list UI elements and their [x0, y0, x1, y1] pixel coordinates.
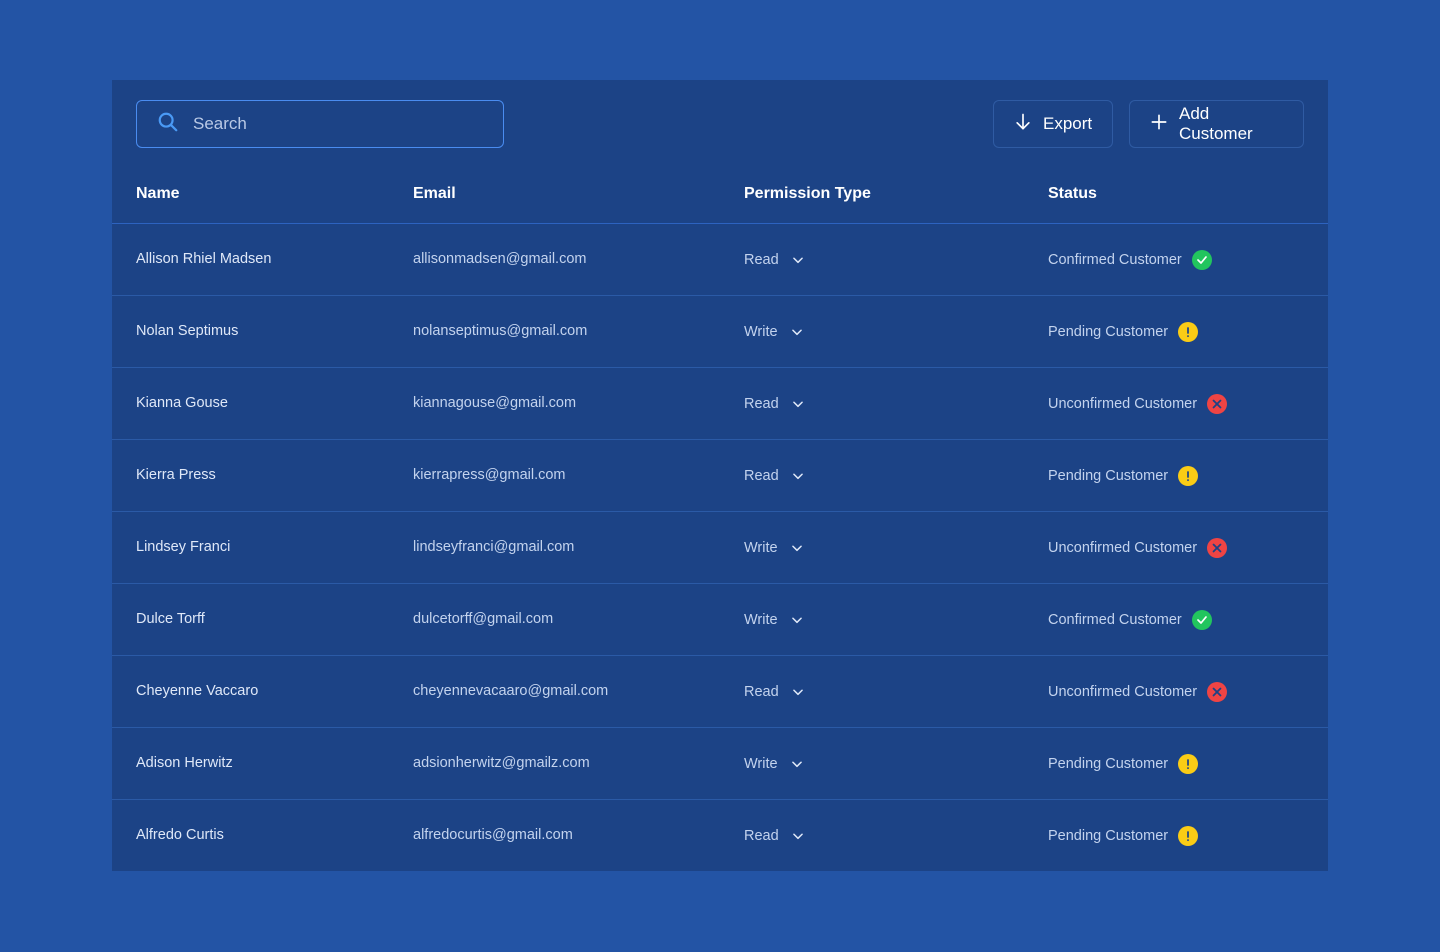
x-circle-icon: [1207, 394, 1228, 414]
status-badge: Unconfirmed Customer: [1048, 536, 1228, 560]
chevron-down-icon: [791, 469, 805, 483]
export-label: Export: [1043, 114, 1093, 133]
x-circle-icon: [1207, 682, 1228, 702]
permission-type-dropdown[interactable]: Read: [744, 823, 805, 849]
search-icon: [157, 111, 179, 138]
table-header: Name Email Permission Type Status: [112, 168, 1328, 224]
table-row[interactable]: Adison Herwitz adsionherwitz@gmailz.com Wr…: [112, 728, 1328, 800]
permission-type-dropdown[interactable]: Write: [744, 535, 804, 561]
warning-circle-icon: [1178, 322, 1199, 342]
table-row[interactable]: Kianna Gouse kiannagouse@gmail.com Read Unc…: [112, 368, 1328, 440]
search-placeholder: Search: [193, 114, 247, 133]
status-text: Pending Customer: [1048, 828, 1169, 844]
permission-type-dropdown[interactable]: Write: [744, 607, 804, 633]
permission-type-value: Read: [744, 252, 779, 268]
customer-email: lindseyfranci@gmail.com: [413, 539, 575, 555]
customer-name: Lindsey Franci: [136, 539, 231, 555]
column-header-permission-type[interactable]: Permission Type: [744, 185, 871, 202]
table-row[interactable]: Lindsey Franci lindseyfranci@gmail.com Wri…: [112, 512, 1328, 584]
status-text: Unconfirmed Customer: [1048, 540, 1198, 556]
permission-type-value: Write: [744, 540, 778, 556]
column-header-status[interactable]: Status: [1048, 185, 1097, 202]
chevron-down-icon: [791, 829, 805, 843]
customer-email: kiannagouse@gmail.com: [413, 395, 577, 411]
add-customer-button[interactable]: Add Customer: [1129, 100, 1304, 148]
status-badge: Confirmed Customer: [1048, 248, 1212, 272]
add-customer-label: Add Customer: [1179, 104, 1253, 143]
permission-type-dropdown[interactable]: Read: [744, 463, 805, 489]
x-circle-icon: [1207, 538, 1228, 558]
status-text: Confirmed Customer: [1048, 612, 1182, 628]
customer-name: Allison Rhiel Madsen: [136, 251, 272, 267]
status-text: Pending Customer: [1048, 468, 1169, 484]
warning-circle-icon: [1178, 826, 1199, 846]
column-header-email[interactable]: Email: [413, 185, 456, 202]
status-text: Confirmed Customer: [1048, 252, 1182, 268]
permission-type-dropdown[interactable]: Write: [744, 751, 804, 777]
status-badge: Pending Customer: [1048, 320, 1199, 344]
table-row[interactable]: Kierra Press kierrapress@gmail.com Read Pen…: [112, 440, 1328, 512]
status-text: Pending Customer: [1048, 756, 1169, 772]
warning-circle-icon: [1178, 466, 1199, 486]
warning-circle-icon: [1178, 754, 1199, 774]
status-text: Pending Customer: [1048, 324, 1169, 340]
permission-type-dropdown[interactable]: Read: [744, 247, 805, 273]
customer-name: Kierra Press: [136, 467, 216, 483]
status-text: Unconfirmed Customer: [1048, 396, 1198, 412]
column-header-name[interactable]: Name: [136, 185, 180, 202]
chevron-down-icon: [790, 325, 804, 339]
chevron-down-icon: [790, 757, 804, 771]
customer-email: allisonmadsen@gmail.com: [413, 251, 587, 267]
status-badge: Unconfirmed Customer: [1048, 680, 1228, 704]
customer-email: cheyennevacaaro@gmail.com: [413, 683, 609, 699]
permission-type-dropdown[interactable]: Write: [744, 319, 804, 345]
customer-name: Adison Herwitz: [136, 755, 233, 771]
customer-name: Dulce Torff: [136, 611, 205, 627]
permission-type-value: Read: [744, 468, 779, 484]
table-body: Allison Rhiel Madsen allisonmadsen@gmail.…: [112, 224, 1328, 872]
chevron-down-icon: [791, 397, 805, 411]
status-text: Unconfirmed Customer: [1048, 684, 1198, 700]
customer-name: Cheyenne Vaccaro: [136, 683, 259, 699]
customer-name: Alfredo Curtis: [136, 827, 224, 843]
chevron-down-icon: [790, 541, 804, 555]
permission-type-value: Write: [744, 612, 778, 628]
table-row[interactable]: Dulce Torff dulcetorff@gmail.com Write Conf…: [112, 584, 1328, 656]
customer-email: alfredocurtis@gmail.com: [413, 827, 573, 843]
customer-name: Nolan Septimus: [136, 323, 239, 339]
status-badge: Pending Customer: [1048, 464, 1199, 488]
status-badge: Confirmed Customer: [1048, 608, 1212, 632]
chevron-down-icon: [791, 685, 805, 699]
customer-email: kierrapress@gmail.com: [413, 467, 566, 483]
customer-name: Kianna Gouse: [136, 395, 228, 411]
customer-email: nolanseptimus@gmail.com: [413, 323, 588, 339]
table-row[interactable]: Alfredo Curtis alfredocurtis@gmail.com Rea…: [112, 800, 1328, 872]
search-input[interactable]: Search: [136, 100, 504, 148]
permission-type-dropdown[interactable]: Read: [744, 679, 805, 705]
check-circle-icon: [1191, 610, 1212, 630]
arrow-down-icon: [1013, 112, 1043, 137]
permission-type-dropdown[interactable]: Read: [744, 391, 805, 417]
permission-type-value: Write: [744, 756, 778, 772]
export-button[interactable]: Export: [993, 100, 1113, 148]
chevron-down-icon: [791, 253, 805, 267]
customers-panel: Search Export Add Customer Name Email: [112, 80, 1328, 871]
permission-type-value: Write: [744, 324, 778, 340]
status-badge: Unconfirmed Customer: [1048, 392, 1228, 416]
status-badge: Pending Customer: [1048, 752, 1199, 776]
check-circle-icon: [1191, 250, 1212, 270]
status-badge: Pending Customer: [1048, 824, 1199, 848]
toolbar: Search Export Add Customer: [112, 80, 1328, 168]
plus-icon: [1149, 112, 1179, 137]
permission-type-value: Read: [744, 684, 779, 700]
table-row[interactable]: Cheyenne Vaccaro cheyennevacaaro@gmail.co…: [112, 656, 1328, 728]
table-row[interactable]: Allison Rhiel Madsen allisonmadsen@gmail.…: [112, 224, 1328, 296]
permission-type-value: Read: [744, 828, 779, 844]
chevron-down-icon: [790, 613, 804, 627]
customer-email: adsionherwitz@gmailz.com: [413, 755, 590, 771]
permission-type-value: Read: [744, 396, 779, 412]
customer-email: dulcetorff@gmail.com: [413, 611, 554, 627]
table-row[interactable]: Nolan Septimus nolanseptimus@gmail.com Wri…: [112, 296, 1328, 368]
